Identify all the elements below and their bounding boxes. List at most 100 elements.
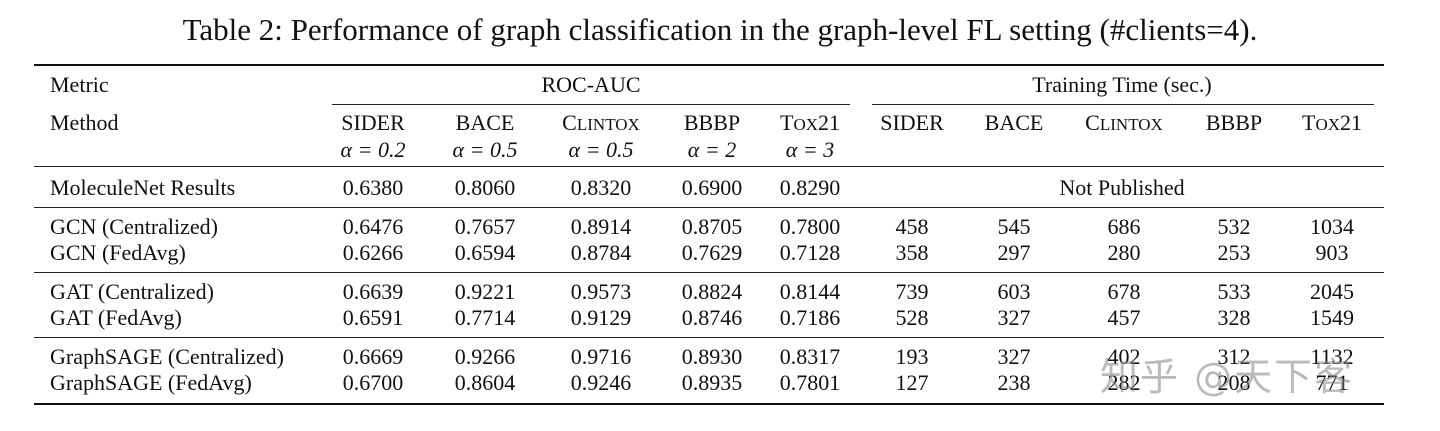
section-rule-3 [34,337,1384,338]
roc-cell: 0.8746 [681,305,743,330]
metric-label: Metric [50,72,109,97]
row-method: GraphSAGE (FedAvg) [50,370,252,395]
time-group-rule [872,104,1374,105]
roc-cell: 0.8317 [779,344,841,369]
roc-cell: 0.9573 [570,279,632,304]
row-method: MoleculeNet Results [50,175,236,200]
top-rule [34,64,1384,66]
roc-cell: 0.8914 [570,214,632,239]
time-cell: 312 [1217,344,1251,369]
time-cell: 127 [895,370,929,395]
roc-cell: 0.9266 [454,344,516,369]
time-cell: 280 [1107,240,1141,265]
time-cell: 771 [1315,370,1349,395]
roc-cell: 0.9716 [570,344,632,369]
roc-auc-group-label: ROC-AUC [541,72,641,97]
roc-cell: 0.9246 [570,370,632,395]
roc-dataset-sider: SIDER [341,110,405,135]
time-cell: 327 [997,344,1031,369]
roc-cell: 0.7128 [779,240,841,265]
roc-cell: 0.6476 [342,214,404,239]
time-cell: 739 [895,279,929,304]
row-method: GAT (FedAvg) [50,305,182,330]
roc-dataset-tox21: TOX21 [779,110,841,135]
section-rule-1 [34,207,1384,208]
roc-cell: 0.8824 [681,279,743,304]
roc-cell: 0.7186 [779,305,841,330]
time-dataset-sider: SIDER [880,110,944,135]
time-cell: 457 [1107,305,1141,330]
time-cell: 528 [895,305,929,330]
time-cell: 1132 [1310,344,1354,369]
roc-cell: 0.7801 [779,370,841,395]
alpha-sider: α = 0.2 [340,137,406,162]
time-cell: 402 [1107,344,1141,369]
time-cell: 533 [1217,279,1251,304]
roc-cell: 0.8290 [779,175,841,200]
roc-cell: 0.6700 [342,370,404,395]
time-cell: 686 [1107,214,1141,239]
not-published-cell: Not Published [1059,175,1185,200]
time-cell: 328 [1217,305,1251,330]
time-cell: 1549 [1310,305,1354,330]
roc-dataset-bbbp: BBBP [683,110,741,135]
bottom-rule [34,403,1384,405]
time-cell: 282 [1107,370,1141,395]
time-dataset-bbbp: BBBP [1205,110,1263,135]
roc-cell: 0.6639 [342,279,404,304]
training-time-group-label: Training Time (sec.) [1032,72,1212,97]
roc-cell: 0.8604 [454,370,516,395]
time-cell: 458 [895,214,929,239]
roc-cell: 0.8320 [570,175,632,200]
roc-cell: 0.8935 [681,370,743,395]
roc-cell: 0.8060 [454,175,516,200]
alpha-bbbp: α = 2 [687,137,737,162]
time-cell: 903 [1315,240,1349,265]
time-cell: 2045 [1310,279,1354,304]
roc-cell: 0.8784 [570,240,632,265]
roc-cell: 0.8705 [681,214,743,239]
alpha-bace: α = 0.5 [452,137,518,162]
roc-cell: 0.8930 [681,344,743,369]
time-cell: 253 [1217,240,1251,265]
time-cell: 193 [895,344,929,369]
time-cell: 545 [997,214,1031,239]
roc-cell: 0.7657 [454,214,516,239]
time-cell: 532 [1217,214,1251,239]
roc-cell: 0.6900 [681,175,743,200]
watermark: 知乎 @天下客 [1100,355,1355,399]
time-cell: 603 [997,279,1031,304]
roc-cell: 0.7629 [681,240,743,265]
time-cell: 678 [1107,279,1141,304]
time-cell: 208 [1217,370,1251,395]
roc-cell: 0.6669 [342,344,404,369]
roc-dataset-bace: BACE [455,110,515,135]
row-method: GAT (Centralized) [50,279,214,304]
roc-cell: 0.7800 [779,214,841,239]
time-cell: 1034 [1310,214,1354,239]
alpha-clintox: α = 0.5 [568,137,634,162]
time-cell: 238 [997,370,1031,395]
roc-cell: 0.6594 [454,240,516,265]
row-method: GCN (Centralized) [50,214,218,239]
roc-cell: 0.9129 [570,305,632,330]
roc-cell: 0.8144 [779,279,841,304]
roc-cell: 0.7714 [454,305,516,330]
roc-dataset-clintox: CLINTOX [562,110,640,135]
method-label: Method [50,110,119,135]
time-cell: 358 [895,240,929,265]
time-cell: 327 [997,305,1031,330]
header-rule [34,166,1384,167]
roc-cell: 0.6380 [342,175,404,200]
time-dataset-clintox: CLINTOX [1085,110,1163,135]
time-dataset-tox21: TOX21 [1301,110,1363,135]
row-method: GraphSAGE (Centralized) [50,344,284,369]
row-method: GCN (FedAvg) [50,240,186,265]
roc-cell: 0.6266 [342,240,404,265]
roc-cell: 0.6591 [342,305,404,330]
section-rule-2 [34,272,1384,273]
time-dataset-bace: BACE [984,110,1044,135]
time-cell: 297 [997,240,1031,265]
alpha-tox21: α = 3 [785,137,835,162]
roc-group-rule [332,104,850,105]
